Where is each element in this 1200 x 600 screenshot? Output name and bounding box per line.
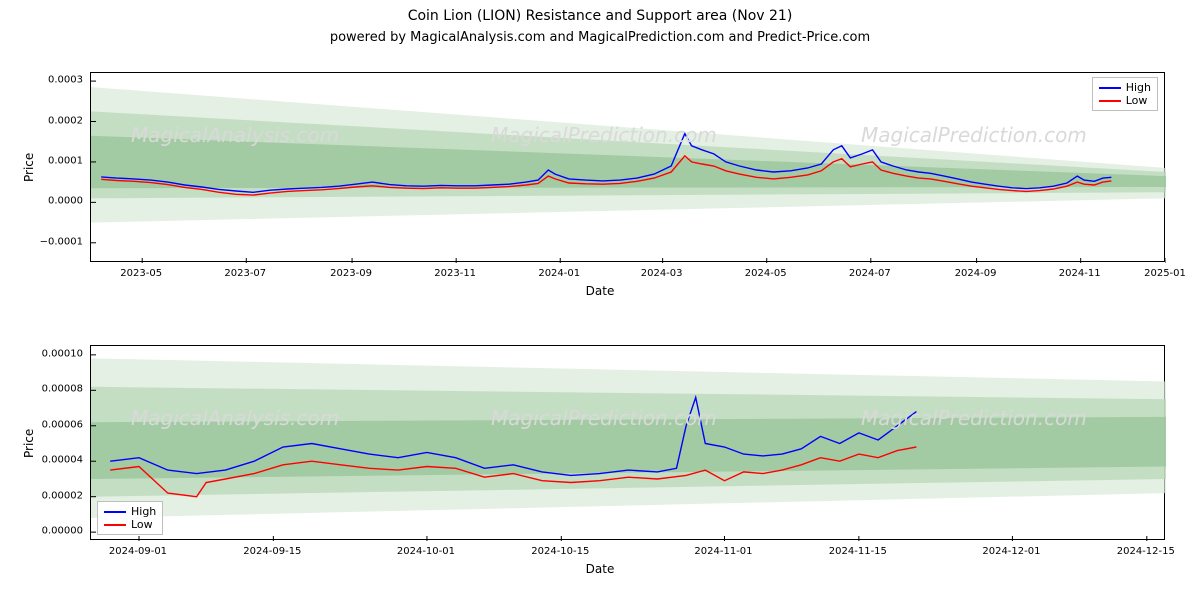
legend-swatch: [1099, 87, 1121, 89]
legend-label: Low: [1126, 94, 1148, 107]
ytick-label: 0.0002: [28, 115, 83, 126]
bottom-chart-svg: [91, 346, 1166, 541]
legend-swatch: [104, 524, 126, 526]
ytick-label: 0.00006: [28, 419, 83, 430]
xtick-label: 2024-03: [641, 268, 683, 279]
chart-title: Coin Lion (LION) Resistance and Support …: [0, 8, 1200, 24]
top-chart-legend: HighLow: [1092, 77, 1158, 111]
ytick-label: 0.0003: [28, 75, 83, 86]
ytick-label: −0.0001: [28, 236, 83, 247]
ytick-label: 0.0001: [28, 155, 83, 166]
xtick-label: 2024-09-01: [109, 546, 167, 557]
xtick-label: 2024-05: [745, 268, 787, 279]
ytick-label: 0.00002: [28, 490, 83, 501]
xtick-label: 2024-01: [538, 268, 580, 279]
xtick-label: 2023-09: [330, 268, 372, 279]
top-chart-ylabel: Price: [22, 153, 36, 182]
ytick-label: 0.0000: [28, 196, 83, 207]
top-chart-xlabel: Date: [0, 284, 1200, 298]
legend-swatch: [1099, 100, 1121, 102]
xtick-label: 2024-09: [955, 268, 997, 279]
xtick-label: 2024-07: [849, 268, 891, 279]
xtick-label: 2023-07: [224, 268, 266, 279]
legend-item: High: [1099, 81, 1151, 94]
ytick-label: 0.00000: [28, 526, 83, 537]
figure: Coin Lion (LION) Resistance and Support …: [0, 0, 1200, 600]
ytick-label: 0.00008: [28, 384, 83, 395]
top-chart-axes: MagicalAnalysis.com MagicalPrediction.co…: [90, 72, 1165, 262]
legend-label: High: [131, 505, 156, 518]
legend-item: Low: [104, 518, 156, 531]
bottom-chart-ylabel: Price: [22, 428, 36, 457]
ytick-label: 0.00004: [28, 455, 83, 466]
xtick-label: 2024-12-01: [982, 546, 1040, 557]
chart-subtitle: powered by MagicalAnalysis.com and Magic…: [0, 30, 1200, 45]
legend-swatch: [104, 511, 126, 513]
bottom-chart-legend: HighLow: [97, 501, 163, 535]
legend-item: Low: [1099, 94, 1151, 107]
xtick-label: 2024-11-01: [694, 546, 752, 557]
legend-label: Low: [131, 518, 153, 531]
legend-label: High: [1126, 81, 1151, 94]
xtick-label: 2025-01: [1144, 268, 1186, 279]
top-chart-svg: [91, 73, 1166, 263]
legend-item: High: [104, 505, 156, 518]
xtick-label: 2023-05: [120, 268, 162, 279]
xtick-label: 2024-10-01: [397, 546, 455, 557]
xtick-label: 2024-10-15: [531, 546, 589, 557]
bottom-chart-xlabel: Date: [0, 562, 1200, 576]
xtick-label: 2024-12-15: [1117, 546, 1175, 557]
xtick-label: 2024-11: [1059, 268, 1101, 279]
xtick-label: 2024-11-15: [829, 546, 887, 557]
xtick-label: 2023-11: [434, 268, 476, 279]
bottom-chart-axes: MagicalAnalysis.com MagicalPrediction.co…: [90, 345, 1165, 540]
xtick-label: 2024-09-15: [243, 546, 301, 557]
ytick-label: 0.00010: [28, 348, 83, 359]
